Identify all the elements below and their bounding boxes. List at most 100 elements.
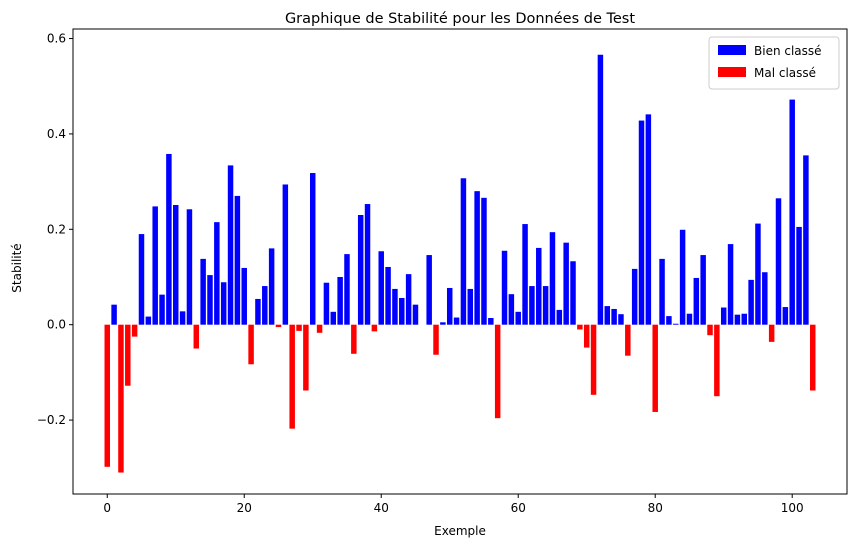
bar-bien-classe-40	[378, 251, 384, 325]
x-tick-label: 100	[781, 501, 804, 515]
bar-mal-classe-71	[590, 324, 597, 395]
bar-bien-classe-82	[666, 316, 672, 325]
bar-mal-classe-39	[371, 324, 378, 332]
x-axis-label: Exemple	[434, 524, 486, 538]
bar-bien-classe-64	[542, 286, 549, 325]
bar-mal-classe-88	[707, 324, 713, 336]
bar-mal-classe-76	[625, 324, 631, 356]
bars-layer	[104, 54, 816, 473]
bar-bien-classe-65	[549, 232, 556, 325]
bar-bien-classe-9	[166, 153, 172, 325]
bar-bien-classe-98	[775, 198, 782, 325]
bar-mal-classe-69	[577, 324, 583, 330]
bar-bien-classe-49	[440, 322, 446, 325]
bar-bien-classe-16	[214, 222, 220, 325]
bar-mal-classe-27	[289, 324, 295, 429]
x-tick-label: 60	[511, 501, 526, 515]
bar-bien-classe-58	[501, 250, 508, 325]
bar-bien-classe-51	[453, 317, 460, 325]
bar-bien-classe-67	[563, 242, 569, 325]
bar-mal-classe-28	[296, 324, 302, 331]
bar-bien-classe-14	[200, 258, 206, 325]
legend: Bien classé Mal classé	[708, 36, 840, 90]
bar-bien-classe-101	[796, 226, 802, 325]
bar-bien-classe-60	[515, 311, 521, 325]
bar-mal-classe-29	[303, 324, 309, 391]
bar-bien-classe-52	[460, 178, 467, 325]
bar-bien-classe-43	[399, 297, 405, 325]
bar-bien-classe-12	[186, 209, 193, 325]
bar-mal-classe-80	[652, 324, 658, 412]
bar-bien-classe-41	[385, 266, 391, 325]
bar-bien-classe-20	[241, 267, 247, 325]
y-tick-label: 0.6	[47, 32, 66, 46]
bar-bien-classe-56	[488, 318, 494, 325]
bar-mal-classe-57	[494, 324, 501, 419]
bar-bien-classe-7	[152, 206, 158, 325]
y-tick-label: −0.2	[37, 413, 66, 427]
bar-mal-classe-48	[433, 324, 439, 355]
bar-bien-classe-81	[659, 258, 665, 325]
bar-bien-classe-17	[220, 282, 227, 325]
bar-mal-classe-103	[810, 324, 816, 391]
bar-mal-classe-21	[248, 324, 254, 365]
bar-mal-classe-0	[104, 324, 110, 467]
plot-frame	[72, 28, 848, 495]
bar-bien-classe-1	[111, 304, 117, 325]
bar-mal-classe-25	[275, 324, 282, 328]
bar-bien-classe-61	[522, 224, 528, 325]
y-tick-label: 0.4	[47, 127, 66, 141]
bar-bien-classe-32	[323, 282, 330, 325]
bar-bien-classe-15	[207, 275, 213, 325]
bar-bien-classe-85	[686, 313, 693, 325]
bar-bien-classe-92	[734, 314, 741, 325]
legend-swatch	[718, 45, 746, 55]
bar-mal-classe-4	[131, 324, 138, 337]
y-axis-label: Stabilité	[10, 243, 24, 292]
bar-bien-classe-59	[508, 294, 515, 325]
bar-bien-classe-78	[638, 120, 645, 325]
bar-bien-classe-19	[234, 195, 241, 325]
bar-bien-classe-50	[446, 287, 453, 325]
bar-mal-classe-36	[351, 324, 357, 354]
bar-bien-classe-26	[282, 184, 289, 325]
bar-bien-classe-66	[556, 309, 563, 325]
bar-bien-classe-35	[344, 254, 350, 325]
bar-bien-classe-30	[309, 173, 316, 325]
bar-bien-classe-22	[255, 298, 261, 325]
bar-bien-classe-90	[720, 307, 727, 325]
bar-bien-classe-96	[762, 272, 768, 325]
bar-bien-classe-83	[673, 323, 679, 325]
bar-bien-classe-54	[474, 191, 480, 325]
bar-mal-classe-3	[125, 324, 131, 386]
bar-bien-classe-42	[392, 288, 398, 325]
bar-bien-classe-62	[529, 286, 535, 325]
bar-bien-classe-45	[412, 304, 419, 325]
axes-layer: 0 20 40 60 80 100 −0.2 0.0 0.2 0.4 0.6	[37, 28, 848, 515]
bar-mal-classe-89	[714, 324, 720, 397]
chart-title: Graphique de Stabilité pour les Données …	[285, 11, 635, 27]
bar-mal-classe-2	[118, 324, 124, 473]
bar-bien-classe-93	[741, 313, 747, 325]
bar-bien-classe-95	[755, 223, 761, 325]
bar-bien-classe-23	[262, 286, 268, 325]
bar-bien-classe-18	[227, 165, 234, 325]
bar-bien-classe-102	[803, 155, 809, 325]
bar-bien-classe-11	[179, 311, 186, 325]
bar-bien-classe-74	[611, 308, 617, 325]
bar-bien-classe-37	[357, 215, 364, 325]
bar-bien-classe-87	[700, 255, 706, 325]
bar-bien-classe-100	[789, 99, 795, 325]
bar-bien-classe-99	[782, 307, 789, 325]
bar-bien-classe-10	[173, 204, 179, 325]
bar-bien-classe-77	[631, 268, 638, 325]
legend-label: Mal classé	[754, 66, 816, 80]
bar-bien-classe-79	[645, 114, 652, 325]
bar-bien-classe-38	[364, 204, 371, 325]
bar-mal-classe-31	[316, 324, 323, 333]
bar-bien-classe-24	[268, 248, 275, 325]
x-tick-label: 20	[237, 501, 252, 515]
bar-mal-classe-13	[193, 324, 200, 349]
bar-bien-classe-5	[138, 234, 145, 325]
bar-bien-classe-44	[405, 274, 412, 325]
